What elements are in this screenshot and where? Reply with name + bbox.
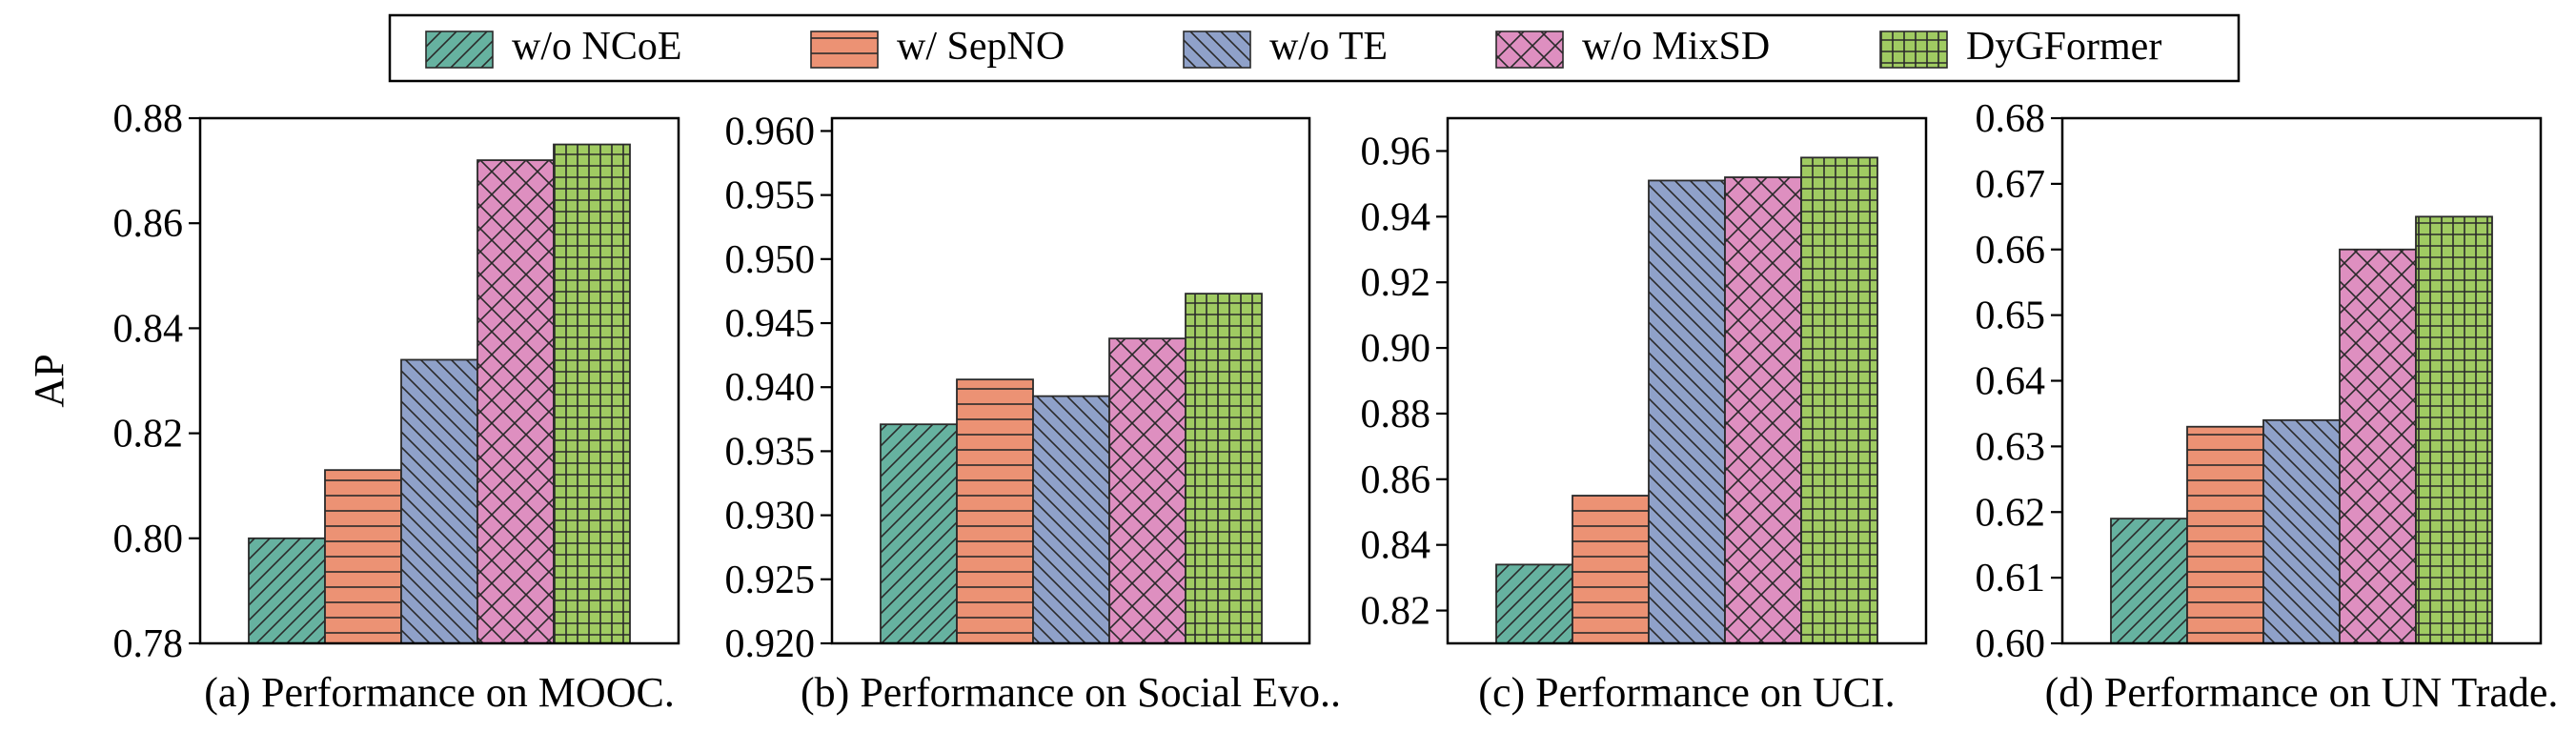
- legend-label: w/o MixSD: [1582, 25, 1770, 69]
- y-tick-label: 0.960: [725, 110, 816, 153]
- y-tick-label: 0.64: [1976, 360, 2046, 404]
- legend-swatch: [810, 30, 879, 69]
- panel-caption: (c) Performance on UCI.: [1478, 669, 1895, 716]
- y-tick-label: 0.66: [1976, 229, 2046, 273]
- y-tick-label: 0.88: [1361, 393, 1431, 437]
- bar-wo_te: [1032, 395, 1110, 644]
- bar-w_sepno: [324, 469, 402, 644]
- y-tick-label: 0.63: [1976, 425, 2046, 469]
- legend: w/o NCoE w/ SepNO w/o TE w/o MixSD DyGFormer: [388, 13, 2241, 83]
- panel-caption: (b) Performance on Social Evo..: [801, 669, 1341, 716]
- plot-frame: [830, 116, 1311, 645]
- bar-dygformer: [1185, 293, 1263, 644]
- bar-dygformer: [2415, 215, 2493, 644]
- bar-wo_mixsd: [2339, 248, 2417, 644]
- bar-wo_ncoe: [248, 537, 326, 644]
- chart-panel-4: 0.60 0.61 0.62 0.63 0.64 0.65 0.66 0.67 0.68 (d) …: [1976, 97, 2559, 716]
- bar-wo_ncoe: [1495, 563, 1573, 644]
- bar-wo_ncoe: [2110, 518, 2188, 644]
- y-tick-label: 0.82: [1361, 590, 1431, 634]
- chart-panel-3: 0.82 0.84 0.86 0.88 0.90 0.92 0.94 0.96 (c) Perf…: [1361, 116, 1928, 716]
- bar-wo_te: [1648, 179, 1726, 644]
- y-tick-label: 0.935: [725, 430, 816, 474]
- y-tick-label: 0.950: [725, 238, 816, 282]
- legend-entry-w_sepno: w/ SepNO: [810, 25, 1065, 69]
- panel-caption: (d) Performance on UN Trade.: [2045, 669, 2559, 716]
- bar-wo_mixsd: [477, 159, 555, 644]
- y-tick-label: 0.90: [1361, 327, 1431, 371]
- y-tick-label: 0.94: [1361, 195, 1431, 239]
- legend-swatch: [1183, 30, 1251, 69]
- y-tick-label: 0.925: [725, 559, 816, 602]
- bar-wo_mixsd: [1108, 337, 1187, 644]
- legend-label: w/o TE: [1269, 25, 1388, 69]
- y-tick-label: 0.88: [113, 97, 184, 141]
- y-tick-label: 0.86: [1361, 458, 1431, 502]
- plot-frame: [1446, 116, 1928, 645]
- legend-swatch: [1879, 30, 1948, 69]
- legend-entry-dygformer: DyGFormer: [1879, 25, 2161, 69]
- legend-label: w/ SepNO: [897, 25, 1065, 69]
- y-tick-label: 0.92: [1361, 261, 1431, 305]
- legend-entry-wo_te: w/o TE: [1183, 25, 1388, 69]
- legend-swatch: [1495, 30, 1564, 69]
- bar-w_sepno: [2186, 425, 2264, 644]
- y-tick-label: 0.920: [725, 622, 816, 666]
- y-tick-label: 0.61: [1976, 557, 2046, 600]
- legend-swatch: [425, 30, 494, 69]
- y-tick-label: 0.60: [1976, 622, 2046, 666]
- y-tick-label: 0.67: [1976, 163, 2046, 207]
- plot-frame: [198, 116, 680, 645]
- legend-entry-wo_ncoe: w/o NCoE: [425, 25, 682, 69]
- y-tick-label: 0.84: [1361, 524, 1431, 568]
- y-tick-label: 0.68: [1976, 97, 2046, 141]
- y-axis-label: AP: [26, 354, 72, 407]
- legend-label: DyGFormer: [1966, 25, 2161, 69]
- y-tick-label: 0.62: [1976, 491, 2046, 535]
- bar-wo_te: [400, 358, 478, 644]
- y-tick-label: 0.955: [725, 174, 816, 218]
- bar-wo_te: [2262, 418, 2341, 644]
- chart-panel-1: 0.78 0.80 0.82 0.84 0.86 0.88 AP (a) Performanc…: [26, 97, 680, 716]
- y-tick-label: 0.86: [113, 202, 184, 246]
- chart-panel-2: 0.920 0.925 0.930 0.935 0.940 0.945 0.950 0.955…: [725, 110, 1341, 716]
- y-tick-label: 0.80: [113, 518, 184, 561]
- y-tick-label: 0.96: [1361, 130, 1431, 173]
- y-tick-label: 0.940: [725, 366, 816, 410]
- legend-entry-wo_mixsd: w/o MixSD: [1495, 25, 1770, 69]
- bar-w_sepno: [956, 378, 1034, 644]
- y-tick-label: 0.945: [725, 302, 816, 346]
- bar-wo_mixsd: [1724, 176, 1802, 644]
- panel-caption: (a) Performance on MOOC.: [204, 669, 675, 716]
- bar-wo_ncoe: [880, 423, 958, 644]
- bar-w_sepno: [1572, 495, 1650, 644]
- y-tick-label: 0.84: [113, 307, 184, 351]
- y-tick-label: 0.82: [113, 413, 184, 457]
- bar-dygformer: [1800, 156, 1878, 644]
- bar-dygformer: [553, 143, 631, 644]
- chart-panels: 0.78 0.80 0.82 0.84 0.86 0.88 AP (a) Performanc…: [26, 97, 2558, 716]
- y-tick-label: 0.65: [1976, 295, 2046, 338]
- y-tick-label: 0.78: [113, 622, 184, 666]
- y-tick-label: 0.930: [725, 495, 816, 539]
- legend-label: w/o NCoE: [512, 25, 682, 69]
